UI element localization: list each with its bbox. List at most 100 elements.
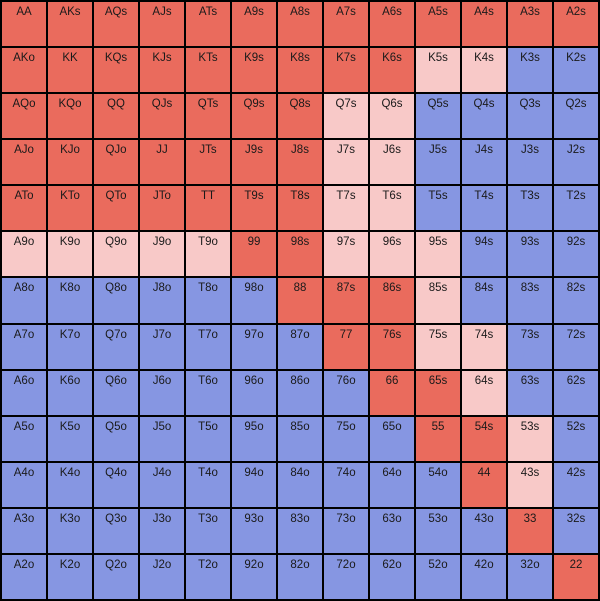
hand-cell: 95o bbox=[231, 416, 277, 462]
hand-cell: A4o bbox=[1, 462, 47, 508]
hand-cell: J4s bbox=[461, 139, 507, 185]
hand-cell: 77 bbox=[323, 324, 369, 370]
hand-cell: AA bbox=[1, 1, 47, 47]
hand-cell: 76s bbox=[369, 324, 415, 370]
hand-cell: T7s bbox=[323, 185, 369, 231]
hand-cell: 33 bbox=[507, 508, 553, 554]
hand-cell: Q2s bbox=[553, 93, 599, 139]
hand-cell: 32s bbox=[553, 508, 599, 554]
hand-cell: Q7s bbox=[323, 93, 369, 139]
hand-cell: QQ bbox=[93, 93, 139, 139]
hand-cell: ATs bbox=[185, 1, 231, 47]
hand-cell: 72o bbox=[323, 554, 369, 600]
hand-cell: T9s bbox=[231, 185, 277, 231]
hand-cell: 96o bbox=[231, 370, 277, 416]
hand-cell: Q3s bbox=[507, 93, 553, 139]
hand-cell: 92s bbox=[553, 231, 599, 277]
hand-cell: JTs bbox=[185, 139, 231, 185]
hand-cell: JJ bbox=[139, 139, 185, 185]
hand-cell: 93o bbox=[231, 508, 277, 554]
hand-cell: 54o bbox=[415, 462, 461, 508]
hand-cell: Q7o bbox=[93, 324, 139, 370]
hand-cell: 83s bbox=[507, 277, 553, 323]
hand-cell: 43o bbox=[461, 508, 507, 554]
hand-cell: K2o bbox=[47, 554, 93, 600]
hand-cell: J9o bbox=[139, 231, 185, 277]
hand-cell: 94s bbox=[461, 231, 507, 277]
hand-cell: 43s bbox=[507, 462, 553, 508]
hand-cell: T4o bbox=[185, 462, 231, 508]
hand-cell: AQo bbox=[1, 93, 47, 139]
hand-cell: Q2o bbox=[93, 554, 139, 600]
hand-cell: 66 bbox=[369, 370, 415, 416]
hand-cell: J5s bbox=[415, 139, 461, 185]
hand-cell: A6o bbox=[1, 370, 47, 416]
hand-cell: 97o bbox=[231, 324, 277, 370]
hand-cell: Q8o bbox=[93, 277, 139, 323]
hand-cell: KTs bbox=[185, 47, 231, 93]
hand-cell: 62o bbox=[369, 554, 415, 600]
hand-cell: K5s bbox=[415, 47, 461, 93]
hand-cell: K3o bbox=[47, 508, 93, 554]
hand-cell: 92o bbox=[231, 554, 277, 600]
hand-cell: 42s bbox=[553, 462, 599, 508]
hand-cell: J3s bbox=[507, 139, 553, 185]
hand-cell: K9s bbox=[231, 47, 277, 93]
hand-cell: 88 bbox=[277, 277, 323, 323]
hand-cell: K7s bbox=[323, 47, 369, 93]
hand-cell: QJs bbox=[139, 93, 185, 139]
hand-cell: QJo bbox=[93, 139, 139, 185]
hand-cell: T2o bbox=[185, 554, 231, 600]
hand-cell: 82s bbox=[553, 277, 599, 323]
hand-cell: 65o bbox=[369, 416, 415, 462]
hand-cell: AKo bbox=[1, 47, 47, 93]
hand-cell: Q4s bbox=[461, 93, 507, 139]
hand-cell: 75s bbox=[415, 324, 461, 370]
hand-cell: Q8s bbox=[277, 93, 323, 139]
hand-cell: A9s bbox=[231, 1, 277, 47]
hand-cell: KQs bbox=[93, 47, 139, 93]
hand-cell: Q4o bbox=[93, 462, 139, 508]
hand-cell: T6s bbox=[369, 185, 415, 231]
hand-cell: T3s bbox=[507, 185, 553, 231]
hand-cell: K5o bbox=[47, 416, 93, 462]
hand-cell: 52o bbox=[415, 554, 461, 600]
hand-cell: 99 bbox=[231, 231, 277, 277]
hand-cell: J7s bbox=[323, 139, 369, 185]
hand-cell: A2o bbox=[1, 554, 47, 600]
hand-cell: TT bbox=[185, 185, 231, 231]
hand-cell: 93s bbox=[507, 231, 553, 277]
hand-cell: 84o bbox=[277, 462, 323, 508]
hand-cell: K8o bbox=[47, 277, 93, 323]
hand-cell: 64s bbox=[461, 370, 507, 416]
hand-cell: A8s bbox=[277, 1, 323, 47]
hand-cell: A5s bbox=[415, 1, 461, 47]
hand-cell: 96s bbox=[369, 231, 415, 277]
hand-cell: K8s bbox=[277, 47, 323, 93]
hand-cell: ATo bbox=[1, 185, 47, 231]
hand-cell: J3o bbox=[139, 508, 185, 554]
hand-cell: T3o bbox=[185, 508, 231, 554]
hand-cell: K6s bbox=[369, 47, 415, 93]
hand-cell: 52s bbox=[553, 416, 599, 462]
hand-cell: J6o bbox=[139, 370, 185, 416]
hand-cell: J5o bbox=[139, 416, 185, 462]
hand-cell: J2s bbox=[553, 139, 599, 185]
hand-cell: Q5s bbox=[415, 93, 461, 139]
hand-cell: J2o bbox=[139, 554, 185, 600]
hand-cell: 94o bbox=[231, 462, 277, 508]
hand-cell: 95s bbox=[415, 231, 461, 277]
hand-cell: J8s bbox=[277, 139, 323, 185]
hand-cell: 63o bbox=[369, 508, 415, 554]
hand-cell: T8s bbox=[277, 185, 323, 231]
hand-cell: AJo bbox=[1, 139, 47, 185]
hand-cell: K4o bbox=[47, 462, 93, 508]
hand-cell: 74s bbox=[461, 324, 507, 370]
hand-cell: KQo bbox=[47, 93, 93, 139]
hand-cell: 85o bbox=[277, 416, 323, 462]
hand-cell: 84s bbox=[461, 277, 507, 323]
hand-cell: 73s bbox=[507, 324, 553, 370]
hand-cell: 72s bbox=[553, 324, 599, 370]
hand-cell: 53o bbox=[415, 508, 461, 554]
hand-cell: KTo bbox=[47, 185, 93, 231]
